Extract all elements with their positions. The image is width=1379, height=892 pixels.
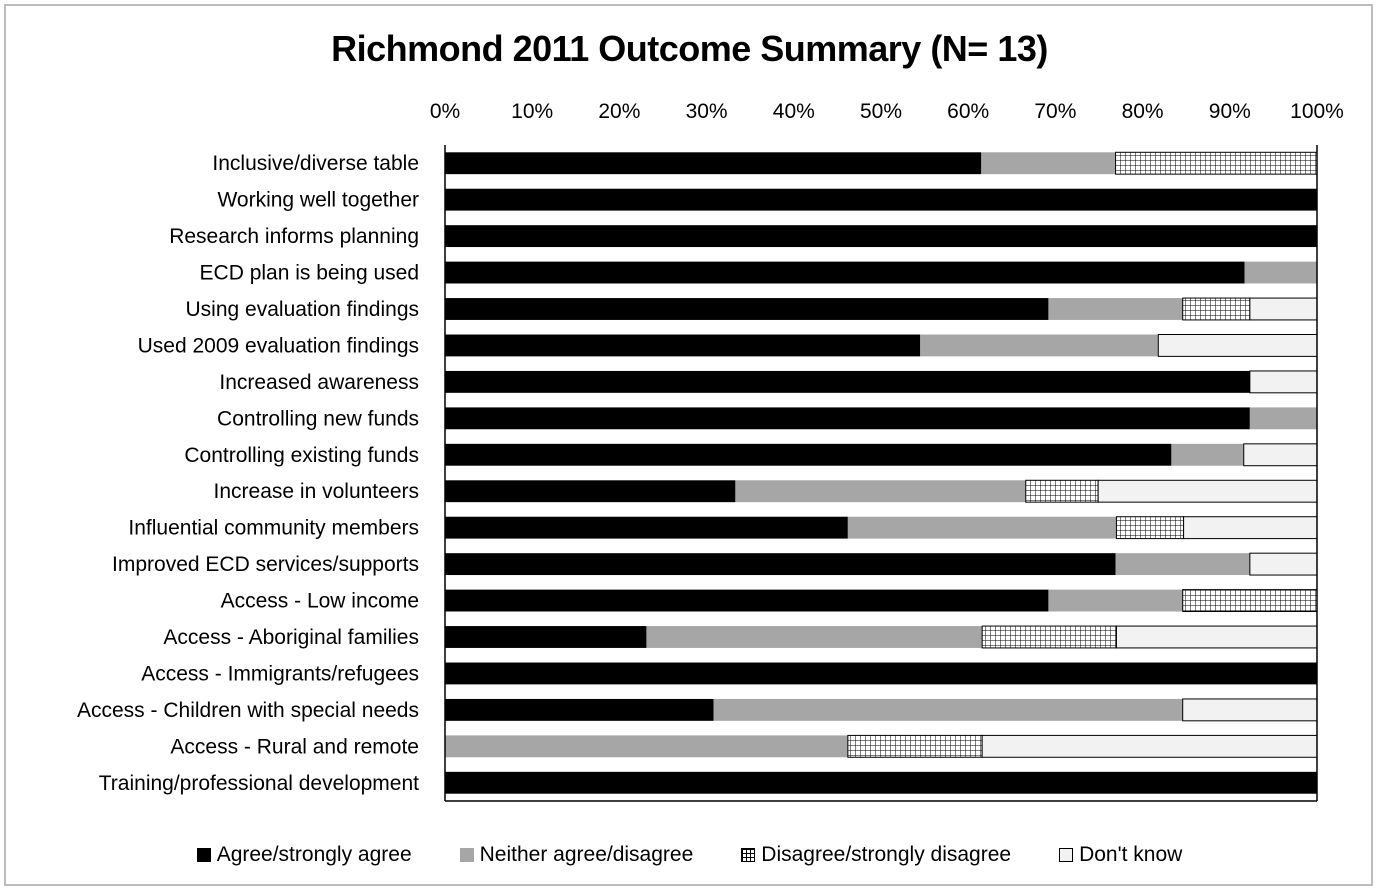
bar-segment [1157,334,1318,357]
category-label: Controlling existing funds [184,444,419,467]
category-label: Access - Children with special needs [77,699,419,722]
bar-segment [445,370,1250,393]
bar-segment [445,298,1049,320]
x-tick-label: 10% [511,100,553,123]
category-label: Access - Aboriginal families [163,626,419,649]
x-tick-label: 70% [1034,100,1076,123]
chart-title: Richmond 2011 Outcome Summary (N= 13) [331,28,1048,69]
bar-segment [1249,407,1317,430]
bar-segment [735,480,1026,503]
category-label: ECD plan is being used [200,262,419,285]
legend-item: Disagree/strongly disagree [741,843,1011,867]
x-tick-label: 60% [947,100,989,123]
x-tick-label: 30% [686,100,728,123]
bar-segment [445,334,921,357]
bar-segment [445,188,1317,211]
bar-segment [445,553,1116,576]
bar-segment [445,771,1317,794]
x-tick-label: 90% [1209,100,1251,123]
bar-segment [646,626,983,648]
bar-segment [445,443,1172,466]
legend-item: Agree/strongly agree [196,843,412,867]
category-label: Access - Immigrants/refugees [141,662,419,685]
bar-segment [1097,479,1318,503]
legend-item: Neither agree/disagree [459,843,694,867]
bar-segment [1025,479,1099,503]
bar-segment [445,152,982,175]
bar-segment [847,734,983,758]
category-label: Influential community members [128,517,419,540]
bar-segment [445,407,1250,430]
bar-segment [981,625,1117,649]
bar-segment [981,152,1116,175]
category-label: Research informs planning [169,225,419,248]
category-label: Increase in volunteers [214,480,419,503]
legend-item: Don't know [1059,843,1182,867]
bar-segment [1243,443,1318,467]
bar-segment [1183,516,1318,540]
x-tick-label: 80% [1122,100,1164,123]
bar-segment [1249,370,1318,394]
bar-segment [1182,297,1251,321]
bar-segment [1182,698,1318,722]
category-label: Training/professional development [99,772,419,795]
bar-segment [445,662,1317,685]
bar-segment [1249,552,1318,576]
chart-legend: Agree/strongly agree Neither agree/disagr… [0,840,1379,870]
category-label: Working well together [217,189,419,212]
bar-segment [1048,589,1183,612]
x-tick-label: 20% [598,100,640,123]
category-label: Used 2009 evaluation findings [138,334,419,357]
bar-segment [713,698,1183,721]
bar-segment [445,225,1317,248]
x-tick-label: 0% [430,100,460,123]
bar-segment [1182,589,1318,612]
legend-swatch [1059,848,1074,862]
bar-segment [1115,151,1318,175]
bar-segment [1171,443,1244,466]
category-label: Controlling new funds [217,407,419,430]
bar-segment [445,698,714,721]
legend-label: Disagree/strongly disagree [761,843,1012,866]
legend-label: Neither agree/disagree [479,843,694,866]
bar-segment [1115,516,1185,540]
bar-segment [1115,553,1250,576]
legend-label: Don't know [1079,843,1183,866]
category-label: Access - Low income [221,590,419,613]
bar-segment [445,589,1049,612]
legend-swatch [459,848,474,862]
x-tick-label: 50% [860,100,902,123]
category-label: Increased awareness [219,371,419,394]
bar-segment [981,734,1318,758]
legend-swatch [196,848,211,862]
bar-segment [445,480,736,503]
bar-segment [445,626,647,648]
bar-segment [445,516,848,539]
x-tick-label: 100% [1290,100,1344,123]
category-label: Improved ECD services/supports [112,553,419,576]
category-label: Inclusive/diverse table [212,152,419,175]
category-label: Access - Rural and remote [170,735,419,758]
legend-label: Agree/strongly agree [216,843,412,866]
legend-swatch [741,848,756,862]
bar-segment [445,735,848,758]
bar-segment [1249,297,1318,321]
bar-segment [1115,625,1318,649]
bar-segment [920,334,1159,357]
bar-segment [445,261,1245,284]
bar-segment [847,516,1117,539]
bar-segment [1048,298,1183,320]
bar-segment [1244,261,1317,284]
category-label: Using evaluation findings [186,298,419,321]
x-tick-label: 40% [773,100,815,123]
